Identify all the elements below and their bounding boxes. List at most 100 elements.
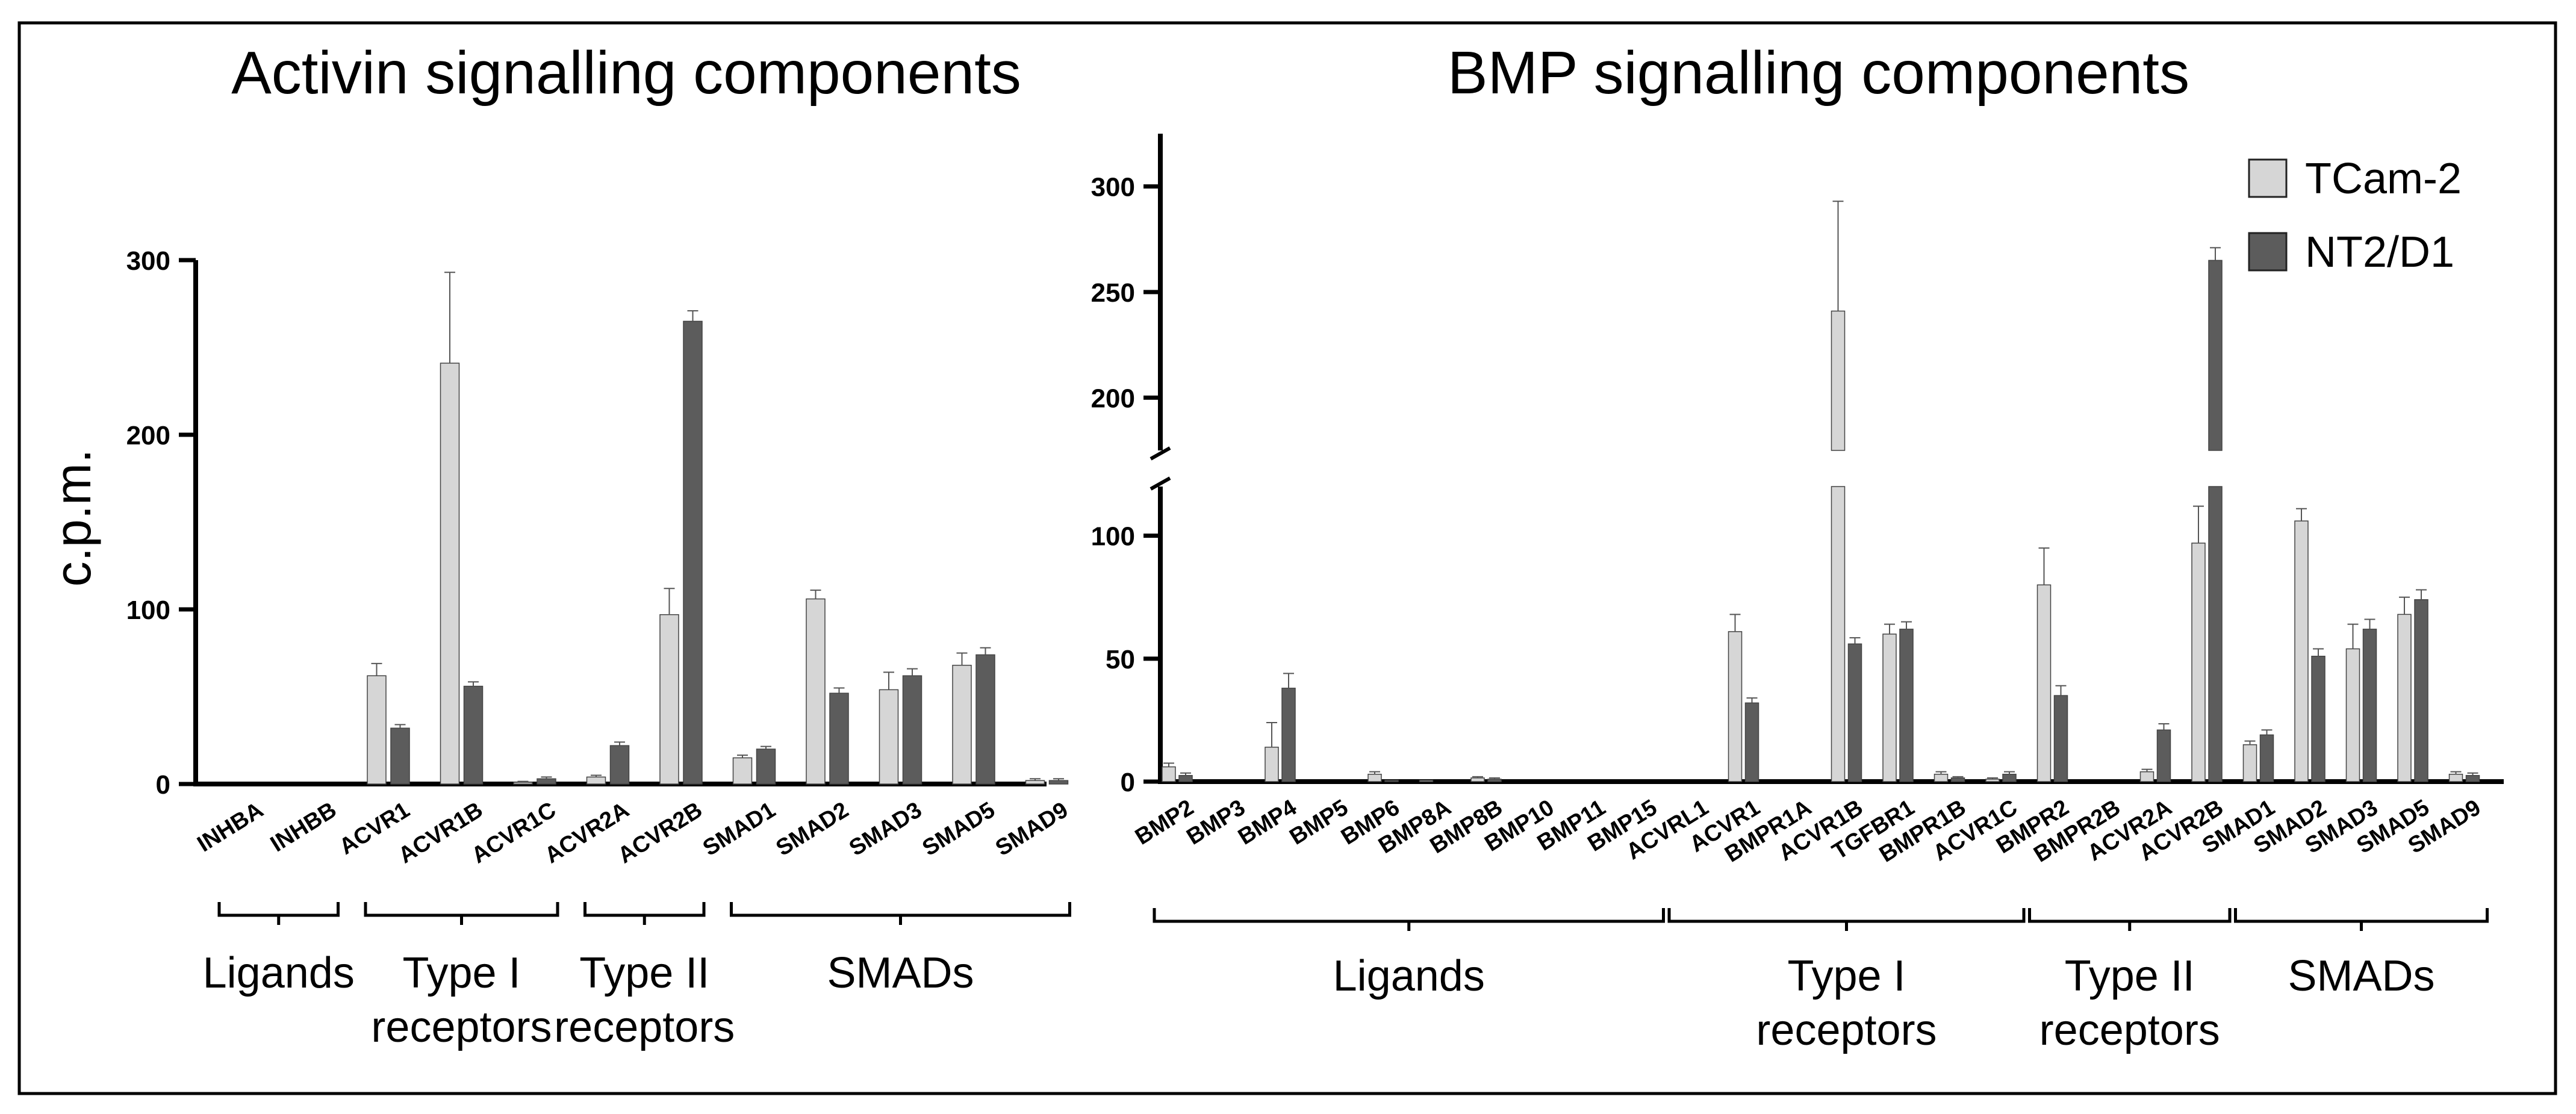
bar-tcam2-smad1: [2242, 744, 2257, 782]
bar-tcam2-smad5: [2397, 614, 2412, 782]
group-label-smads: SMADs: [827, 949, 974, 997]
x-tick-label-smad5: SMAD5: [918, 797, 1000, 861]
group-bracket-ligands: [1153, 908, 1665, 923]
group-bracket-type-ii-receptors: [2028, 908, 2232, 923]
bars-activin: [367, 272, 1069, 785]
group-bracket-type-i-receptors: [1667, 908, 2026, 923]
bar-tcam2-smad1: [732, 757, 753, 785]
bar-tcam2-smad9: [2448, 774, 2463, 782]
bar-tcam2-smad2: [806, 598, 826, 785]
bars-bmp: [1162, 201, 2480, 782]
chart-activin: Activin signalling components c.p.m. 0 10…: [45, 39, 1072, 1051]
bar-nt2d1-acvr2b-upper: [2208, 260, 2223, 451]
bar-nt2d1-smad5: [2414, 599, 2428, 782]
bar-nt2d1-tgfbr1: [1899, 629, 1914, 782]
y-tick-label: 250: [1091, 278, 1135, 308]
bar-tcam2-bmpr2: [2036, 584, 2052, 782]
bar-nt2d1-acvr1c: [2002, 774, 2017, 782]
category-groups-bmp: Ligands Type I receptors Type II receptors SM…: [1153, 908, 2489, 1054]
bar-tcam2-smad9: [1025, 780, 1045, 785]
group-label-receptors: receptors: [371, 1003, 552, 1051]
group-bracket-smads: [2234, 908, 2489, 923]
bar-nt2d1-acvr1c: [537, 778, 556, 785]
bar-nt2d1-smad3: [902, 675, 922, 785]
axes-bmp: 0 50 100 200 250 300: [1091, 134, 2504, 797]
group-label-ligands: Ligands: [1333, 952, 1485, 1000]
group-bracket-ligands: [217, 902, 340, 917]
y-tick-label: 0: [1121, 768, 1135, 797]
bar-tcam2-smad3: [879, 689, 899, 785]
x-tick-label-inhba: INHBA: [193, 797, 267, 857]
x-tick-labels-bmp: BMP2BMP3BMP4BMP5BMP6BMP8ABMP8BBMP10BMP11…: [1131, 795, 2485, 868]
bar-tcam2-bmpr1b: [1934, 774, 1949, 782]
bar-nt2d1-smad1: [756, 748, 776, 785]
legend-label-nt2-d1: NT2/D1: [2305, 228, 2454, 276]
group-bracket-smads: [730, 902, 1071, 917]
bar-nt2d1-smad9: [2465, 775, 2480, 782]
y-tick-label: 300: [1091, 173, 1135, 202]
group-label-receptors: receptors: [1756, 1006, 1937, 1054]
axis-break-mark: [1150, 446, 1171, 461]
bar-nt2d1-smad1: [2259, 734, 2274, 782]
group-label-ligands: Ligands: [203, 949, 355, 997]
bar-nt2d1-bmpr2: [2053, 695, 2068, 782]
bar-nt2d1-bmp8b: [1487, 779, 1502, 782]
bar-tcam2-tgfbr1: [1882, 633, 1897, 782]
bar-nt2d1-smad3: [2362, 629, 2377, 782]
axis-break-mark: [1150, 476, 1171, 491]
y-tick-label: 200: [1091, 384, 1135, 413]
bar-tcam2-acvr1: [1728, 631, 1743, 782]
x-tick-label-smad2: SMAD2: [772, 797, 853, 861]
bar-tcam2-acvr1b: [1831, 486, 1846, 782]
bar-tcam2-bmp8b: [1470, 777, 1485, 782]
bar-tcam2-acvr1: [367, 675, 387, 785]
y-tick-label: 300: [126, 246, 170, 276]
bar-tcam2-acvr2b: [659, 614, 679, 785]
bar-tcam2-acvr2b: [2191, 543, 2206, 782]
category-groups-activin: Ligands Type I receptors Type II receptors SM…: [203, 902, 1071, 1051]
bar-nt2d1-acvr2b: [683, 320, 703, 785]
bar-tcam2-bmp8a: [1419, 780, 1434, 782]
bar-nt2d1-acvr2b: [2208, 486, 2223, 782]
bar-nt2d1-acvr1b: [1847, 643, 1862, 782]
group-label-type-i: Type I: [402, 949, 520, 997]
x-tick-label-inhbb: INHBB: [266, 797, 341, 857]
bar-tcam2-smad3: [2345, 648, 2360, 782]
group-bracket-type-ii-receptors: [583, 902, 706, 917]
bar-tcam2-acvr2a: [2139, 771, 2154, 782]
group-bracket-type-i-receptors: [364, 902, 559, 917]
bar-tcam2-acvr2a: [586, 776, 606, 785]
legend-bmp: TCam-2 NT2/D1: [2248, 155, 2462, 276]
bar-tcam2-smad5: [952, 665, 972, 785]
bar-nt2d1-acvr1: [390, 727, 410, 785]
bar-nt2d1-bmp2: [1178, 775, 1193, 782]
group-label-type-ii: Type II: [2065, 952, 2195, 1000]
chart-title-activin: Activin signalling components: [231, 39, 1021, 107]
figure-frame: [17, 21, 2557, 1095]
bar-nt2d1-smad2: [2311, 656, 2326, 782]
bar-nt2d1-acvr2a: [609, 745, 630, 785]
legend-swatch-nt2-d1: [2248, 232, 2288, 272]
group-label-type-ii: Type II: [579, 949, 709, 997]
legend-swatch-tcam-2: [2248, 158, 2288, 198]
bar-tcam2-bmp6: [1367, 774, 1382, 782]
x-tick-label-smad9: SMAD9: [991, 797, 1072, 861]
y-tick-label: 100: [1091, 522, 1135, 552]
bar-tcam2-smad2: [2294, 520, 2309, 782]
group-label-receptors: receptors: [554, 1003, 735, 1051]
bar-nt2d1-bmp4: [1281, 688, 1296, 782]
bar-nt2d1-acvr1b: [463, 685, 484, 785]
group-label-receptors: receptors: [2039, 1006, 2220, 1054]
x-tick-label-acvr2b: ACVR2B: [614, 797, 707, 868]
bar-tcam2-bmp4: [1265, 747, 1279, 782]
y-tick-label: 100: [126, 596, 170, 625]
bar-nt2d1-acvr1: [1744, 702, 1759, 782]
bar-tcam2-acvr1b: [440, 363, 460, 785]
x-tick-label-bmp3: BMP3: [1182, 795, 1249, 850]
x-tick-label-bmp2: BMP2: [1131, 795, 1198, 850]
group-label-smads: SMADs: [2288, 952, 2434, 1000]
bar-nt2d1-bmp6: [1384, 780, 1399, 782]
x-tick-labels-activin: INHBAINHBBACVR1ACVR1BACVR1CACVR2AACVR2BS…: [193, 797, 1072, 868]
y-tick-label: 0: [156, 770, 170, 800]
